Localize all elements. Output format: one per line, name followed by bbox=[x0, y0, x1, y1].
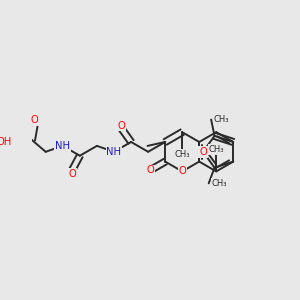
Text: OH: OH bbox=[0, 137, 12, 147]
Text: O: O bbox=[146, 165, 154, 176]
Text: O: O bbox=[31, 115, 39, 125]
Text: CH₃: CH₃ bbox=[214, 115, 229, 124]
Text: CH₃: CH₃ bbox=[212, 179, 227, 188]
Text: O: O bbox=[199, 147, 207, 157]
Text: O: O bbox=[117, 121, 125, 130]
Text: NH: NH bbox=[106, 147, 122, 157]
Text: CH₃: CH₃ bbox=[175, 150, 190, 159]
Text: CH₃: CH₃ bbox=[208, 145, 224, 154]
Text: O: O bbox=[178, 167, 186, 176]
Text: NH: NH bbox=[55, 141, 70, 151]
Text: O: O bbox=[68, 169, 76, 179]
